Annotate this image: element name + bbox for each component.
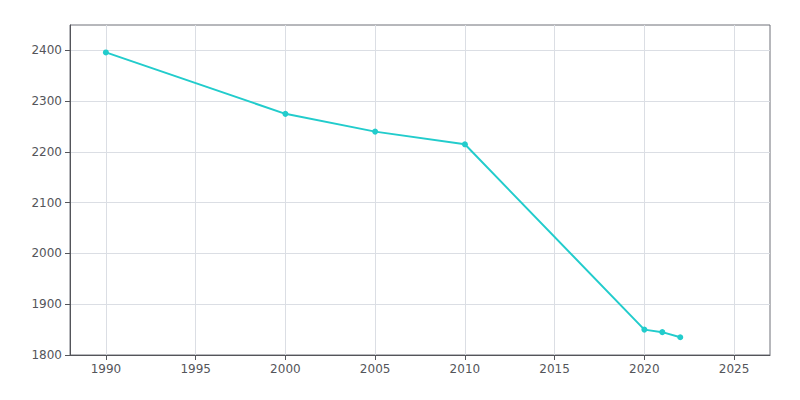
svg-text:2300: 2300	[31, 94, 62, 108]
svg-text:2000: 2000	[270, 362, 301, 376]
svg-text:2025: 2025	[719, 362, 750, 376]
svg-text:2000: 2000	[31, 246, 62, 260]
svg-text:2200: 2200	[31, 145, 62, 159]
svg-text:2020: 2020	[629, 362, 660, 376]
svg-text:2015: 2015	[539, 362, 570, 376]
svg-text:1995: 1995	[180, 362, 211, 376]
svg-text:2400: 2400	[31, 43, 62, 57]
svg-text:2005: 2005	[360, 362, 391, 376]
svg-text:2100: 2100	[31, 196, 62, 210]
svg-text:1800: 1800	[31, 348, 62, 362]
svg-text:1900: 1900	[31, 297, 62, 311]
svg-text:1990: 1990	[91, 362, 122, 376]
svg-text:2010: 2010	[450, 362, 481, 376]
